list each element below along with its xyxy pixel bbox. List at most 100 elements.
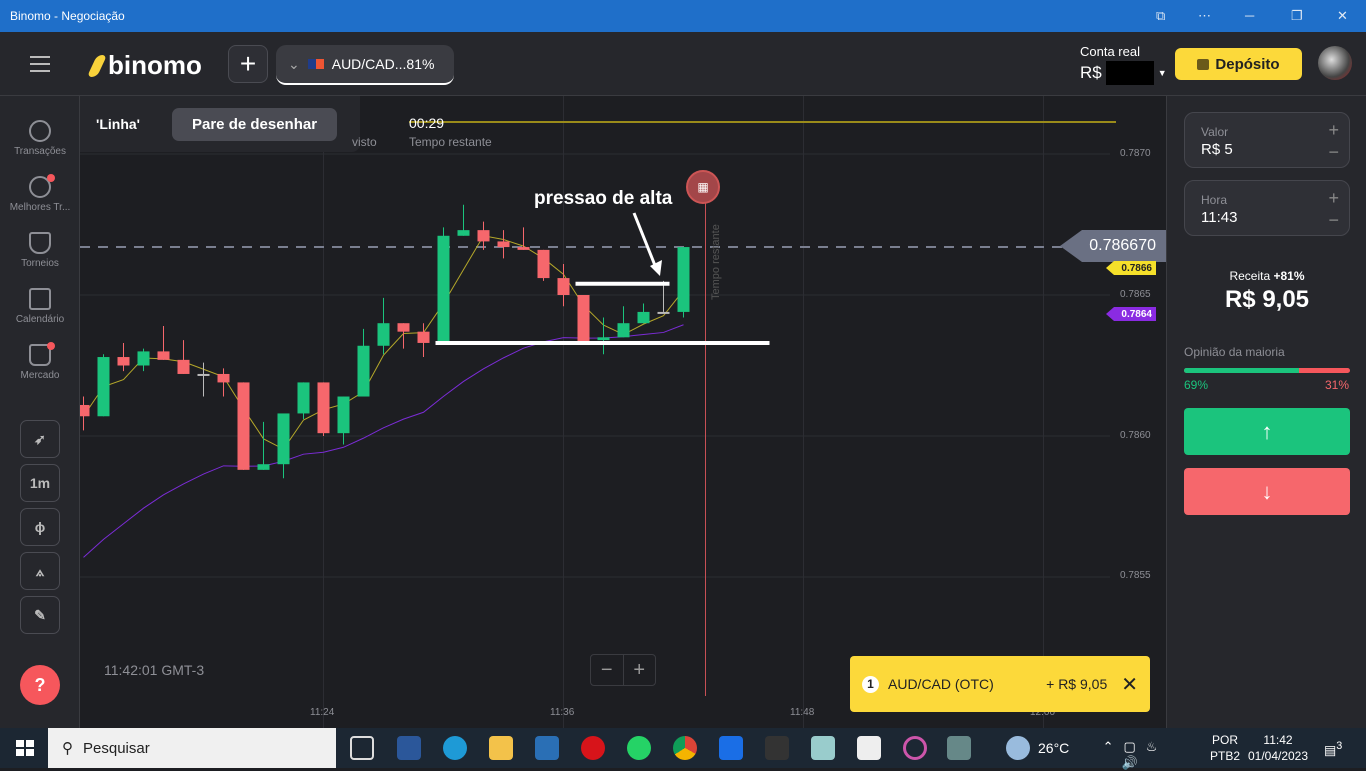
timer: 00:29 Tempo restante xyxy=(409,115,492,149)
tray-icons[interactable]: ⌃▢♨🔊 xyxy=(1102,739,1168,770)
candle-body xyxy=(637,311,650,324)
finish-flag-icon[interactable]: ▦ xyxy=(686,170,720,204)
candle-body xyxy=(377,323,390,346)
word-icon[interactable] xyxy=(397,736,421,760)
income-label: Receita +81% xyxy=(1167,269,1366,283)
amount-decrease-button[interactable]: − xyxy=(1328,142,1339,162)
asset-label: AUD/CAD...81% xyxy=(331,56,435,72)
time-increase-button[interactable]: + xyxy=(1328,188,1339,208)
close-window-button[interactable]: ✕ xyxy=(1337,8,1348,23)
stop-drawing-button[interactable]: Pare de desenhar xyxy=(172,107,338,141)
deposit-button[interactable]: Depósito xyxy=(1175,48,1302,80)
candle-body xyxy=(317,382,330,434)
snap-icon[interactable]: ⧉ xyxy=(1156,8,1166,23)
close-toast-button[interactable]: ✕ xyxy=(1121,673,1138,696)
app-icon[interactable] xyxy=(857,736,881,760)
candle-body xyxy=(197,373,210,376)
clock[interactable]: 11:42 01/04/2023 xyxy=(1246,732,1310,764)
app-p-icon[interactable] xyxy=(719,736,743,760)
edge-icon[interactable] xyxy=(443,736,467,760)
language-indicator[interactable]: POR PTB2 xyxy=(1210,732,1240,764)
opinion-down-pct: 31% xyxy=(1325,378,1350,392)
add-asset-button[interactable]: + xyxy=(228,45,268,83)
sidebar-item-calendario[interactable]: Calendário xyxy=(0,288,80,325)
logo[interactable]: binomo xyxy=(86,50,202,81)
app-icon[interactable] xyxy=(947,736,971,760)
video-editor-icon[interactable] xyxy=(535,736,559,760)
logo-text: binomo xyxy=(108,50,202,80)
zoom-out-button[interactable]: − xyxy=(591,655,624,685)
clock-icon xyxy=(29,120,51,142)
trade-panel: Valor R$ 5 + − Hora 11:43 + − Receita +81% R$ … xyxy=(1166,96,1366,728)
candles-icon[interactable]: ɸ xyxy=(20,508,60,546)
candle-body xyxy=(497,241,510,248)
taskbar: ⚲ Pesquisar 26°C ⌃▢♨🔊 POR PTB2 11:42 01/04/… xyxy=(0,728,1366,770)
maximize-button[interactable]: ❐ xyxy=(1291,8,1303,23)
income-pct: +81% xyxy=(1273,269,1305,283)
zoom-in-button[interactable]: + xyxy=(633,658,646,681)
slow-ma-tag: 0.7864 xyxy=(1106,307,1156,321)
trophy-icon xyxy=(29,232,51,254)
candle-body xyxy=(397,323,410,332)
opinion-bar xyxy=(1184,368,1350,373)
asset-selector[interactable]: ⌄ AUD/CAD...81% xyxy=(276,45,454,85)
price-chart[interactable] xyxy=(80,96,1166,728)
opera-icon[interactable] xyxy=(581,736,605,760)
pencil-icon[interactable]: ✎ xyxy=(20,596,60,634)
media-app-icon[interactable] xyxy=(903,736,927,760)
account-selector[interactable]: Conta real R$ ▼ xyxy=(1080,44,1167,85)
candle-body xyxy=(177,359,190,374)
taskbar-search[interactable]: ⚲ Pesquisar xyxy=(48,728,336,768)
windows-start-icon[interactable] xyxy=(16,740,34,756)
deposit-label: Depósito xyxy=(1215,55,1280,73)
toast-asset: AUD/CAD (OTC) xyxy=(888,676,994,692)
chart-annotation: pressao de alta xyxy=(534,188,673,209)
time-value[interactable]: 11:43 xyxy=(1201,209,1238,226)
compass-icon[interactable]: ⟑ xyxy=(20,552,60,590)
avatar[interactable] xyxy=(1318,46,1352,80)
amount-value[interactable]: R$ 5 xyxy=(1201,141,1233,158)
wallet-icon xyxy=(1197,58,1210,70)
time-label: Hora xyxy=(1201,193,1228,207)
candle-body xyxy=(137,351,150,366)
sidebar-item-transacoes[interactable]: Transações xyxy=(0,120,80,157)
sell-down-button[interactable]: ↓ xyxy=(1184,468,1350,515)
y-tick: 0.7865 xyxy=(1120,289,1151,300)
shop-bag-icon xyxy=(29,342,55,366)
whatsapp-icon[interactable] xyxy=(627,736,651,760)
file-explorer-icon[interactable] xyxy=(489,736,513,760)
time-field[interactable]: Hora 11:43 + − xyxy=(1184,180,1350,236)
amount-increase-button[interactable]: + xyxy=(1328,120,1339,140)
sidebar-item-melhores[interactable]: Melhores Tr... xyxy=(0,174,80,213)
sidebar-item-torneios[interactable]: Torneios xyxy=(0,232,80,269)
drawing-tool-label: 'Linha' xyxy=(96,116,140,132)
minimize-button[interactable]: ─ xyxy=(1245,8,1255,23)
menu-icon[interactable] xyxy=(30,56,50,77)
currency: R$ xyxy=(1080,63,1102,82)
temperature[interactable]: 26°C xyxy=(1038,740,1070,756)
buy-up-button[interactable]: ↑ xyxy=(1184,408,1350,455)
task-view-icon[interactable] xyxy=(350,736,374,760)
candle-body xyxy=(417,331,430,343)
app-icon[interactable] xyxy=(811,736,835,760)
rocket-icon[interactable]: ➶ xyxy=(20,420,60,458)
candle-body xyxy=(337,396,350,434)
timeframe-button[interactable]: 1m xyxy=(20,464,60,502)
candle-body xyxy=(157,351,170,360)
sidebar-item-mercado[interactable]: Mercado xyxy=(0,342,80,381)
timer-label: Tempo restante xyxy=(409,135,492,149)
chrome-icon[interactable] xyxy=(673,736,697,760)
time-decrease-button[interactable]: − xyxy=(1328,210,1339,230)
candle-body xyxy=(597,337,610,341)
binomo-app-icon[interactable] xyxy=(765,736,789,760)
medal-icon xyxy=(29,174,55,198)
notifications-icon[interactable]: ▤3 xyxy=(1324,740,1343,758)
candle-body xyxy=(537,249,550,279)
more-icon[interactable]: ⋯ xyxy=(1198,8,1211,23)
candle-body xyxy=(457,230,470,236)
amount-field[interactable]: Valor R$ 5 + − xyxy=(1184,112,1350,168)
annotation-arrowhead xyxy=(650,260,662,276)
income-value: R$ 9,05 xyxy=(1224,286,1310,313)
sidebar-label: Mercado xyxy=(20,370,60,381)
help-button[interactable]: ? xyxy=(20,665,60,705)
